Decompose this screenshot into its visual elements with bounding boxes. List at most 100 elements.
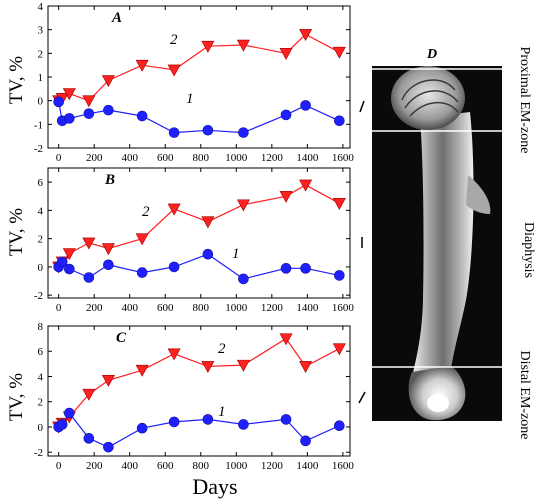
- series-1-point: [238, 127, 249, 138]
- x-tick-label: 1600: [332, 302, 355, 314]
- series-1-point: [168, 261, 180, 273]
- y-tick-label: 6: [38, 346, 44, 358]
- x-tick-label: 400: [121, 302, 138, 314]
- series-2-point: [135, 233, 149, 246]
- series-2-point: [299, 29, 313, 42]
- series-2-point: [82, 95, 96, 108]
- series-1-point: [280, 414, 292, 425]
- y-tick-label: 4: [38, 371, 44, 383]
- series-1-point: [83, 108, 95, 119]
- y-axis-title-b: TV, %: [6, 208, 27, 256]
- series-1-point: [53, 96, 64, 108]
- x-tick-label: 1200: [261, 152, 284, 164]
- y-tick-label: 2: [38, 48, 44, 60]
- x-tick-label: 0: [56, 302, 62, 314]
- series-2-label: 2: [218, 341, 226, 357]
- x-tick-label: 600: [157, 460, 174, 472]
- series-2-point: [167, 64, 181, 77]
- x-tick-label: 800: [193, 460, 210, 472]
- x-axis-title: Days: [192, 474, 237, 499]
- series-1-point: [300, 100, 311, 111]
- x-tick-label: 1400: [296, 152, 319, 164]
- series-1-line: [58, 101, 340, 134]
- series-1-label: 1: [218, 404, 226, 420]
- series-2-point: [201, 361, 215, 374]
- series-1-point: [56, 256, 68, 268]
- y-tick-label: 2: [38, 234, 44, 246]
- series-2-point: [236, 359, 250, 372]
- zone-label-proximal: Proximal EM-zone: [517, 47, 532, 154]
- series-1-point: [136, 110, 148, 122]
- bone-head-trabeculae: [401, 79, 459, 117]
- series-1-point: [83, 433, 95, 444]
- x-tick-label: 400: [121, 152, 138, 164]
- plot-frame: [47, 325, 351, 457]
- zone-tick-distal: [358, 391, 366, 404]
- series-1-point: [64, 407, 75, 419]
- x-tick-label: 1200: [261, 302, 284, 314]
- series-2-line: [58, 184, 340, 268]
- series-1-point: [56, 419, 68, 430]
- series-2-point: [62, 248, 76, 261]
- x-tick-label: 400: [121, 460, 138, 472]
- panel-a: 0 200 400 600 800 1000 1200 1400 1600 -2 -1 0 1 2 3 4 A 2…: [34, 1, 355, 164]
- series-1-point: [202, 414, 214, 425]
- x-tick-label: 1400: [296, 302, 319, 314]
- series-2-point: [101, 243, 115, 256]
- series-1-point: [238, 273, 249, 285]
- series-1-point: [202, 248, 214, 260]
- x-tick-label: 1000: [225, 302, 248, 314]
- series-2-point: [101, 75, 115, 88]
- bone-head: [391, 66, 465, 130]
- series-2-point: [332, 343, 346, 356]
- y-tick-label: 6: [38, 177, 44, 189]
- bone-trochanter: [466, 175, 491, 214]
- series-1-point: [334, 115, 345, 127]
- line-panels: 0 200 400 600 800 1000 1200 1400 1600-2-101234A2…: [34, 1, 355, 472]
- bone-condyle-highlight: [427, 394, 449, 412]
- y-tick-label: -2: [34, 447, 43, 459]
- plot-frame: [47, 167, 351, 299]
- x-tick-label: 1000: [225, 152, 248, 164]
- series-1-point: [238, 419, 249, 430]
- bone-shaft: [412, 112, 474, 378]
- plot-frame: [47, 5, 351, 149]
- series-1-point: [168, 416, 180, 428]
- series-2-label: 2: [170, 32, 178, 48]
- series-1-label: 1: [186, 91, 194, 107]
- series-2-point: [236, 39, 250, 52]
- series-1-point: [334, 270, 345, 281]
- series-1-point: [103, 259, 114, 271]
- series-2-point: [201, 216, 215, 229]
- series-1-point: [280, 109, 292, 121]
- series-1-point: [64, 113, 75, 124]
- series-1-point: [300, 263, 311, 274]
- panel-letter-b: B: [104, 172, 115, 188]
- x-tick-label: 1600: [332, 152, 355, 164]
- y-tick-label: 4: [38, 1, 44, 13]
- zone-label-diaphysis: Diaphysis: [521, 222, 536, 278]
- series-1-point: [103, 441, 114, 453]
- y-tick-label: 2: [38, 397, 44, 409]
- series-1-line: [58, 253, 340, 280]
- y-tick-label: -2: [34, 143, 43, 155]
- series-2-point: [135, 364, 149, 377]
- panel-c: 0 200 400 600 800 1000 1200 1400 1600 -2 0 2 4 6 8 C 2 1: [34, 321, 355, 472]
- series-2-point: [299, 179, 313, 192]
- series-2-line: [58, 33, 340, 102]
- zone-label-distal: Distal EM-zone: [517, 350, 532, 439]
- series-2-point: [299, 361, 313, 374]
- series-1-line: [58, 412, 340, 448]
- series-2-point: [279, 190, 293, 203]
- zone-tick-proximal: [359, 100, 365, 113]
- series-1-point: [83, 272, 95, 283]
- series-1-point: [168, 127, 180, 138]
- x-tick-label: 1400: [296, 460, 319, 472]
- y-tick-label: 8: [38, 321, 44, 333]
- series-2-point: [82, 237, 96, 250]
- series-2-point: [279, 48, 293, 60]
- series-1-point: [300, 435, 311, 447]
- bone-condyle: [408, 366, 466, 421]
- series-1-point: [136, 267, 148, 278]
